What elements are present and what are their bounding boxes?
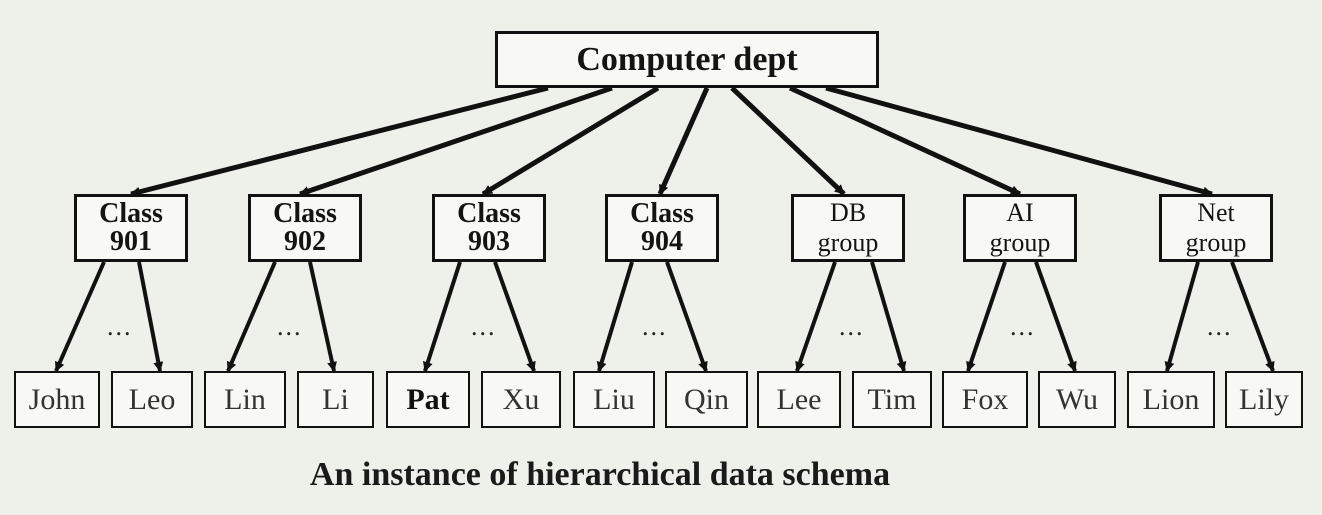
child-arrow: [870, 261, 907, 372]
group-node-7: Net group: [1159, 194, 1273, 262]
leaf-label: John: [28, 382, 86, 416]
group-node-line2: group: [817, 228, 879, 257]
leaf-node-pat: Pat: [386, 371, 470, 428]
leaf-label: Lily: [1239, 382, 1289, 416]
child-arrow: [665, 261, 708, 372]
leaf-node-lee: Lee: [757, 371, 841, 428]
group-node-line2: group: [989, 228, 1051, 257]
child-arrow: [493, 261, 536, 372]
group-node-line1: Class: [273, 198, 337, 229]
group-node-line2: group: [1185, 228, 1247, 257]
leaf-node-lin: Lin: [204, 371, 286, 428]
leaf-node-xu: Xu: [481, 371, 561, 428]
leaf-label: Fox: [961, 382, 1009, 416]
leaf-node-fox: Fox: [942, 371, 1028, 428]
ellipsis-6: ...: [1010, 312, 1036, 341]
leaf-node-lily: Lily: [1225, 371, 1303, 428]
root-arrow: [481, 85, 660, 197]
ellipsis-3: ...: [471, 312, 497, 341]
leaf-node-leo: Leo: [111, 371, 193, 428]
group-node-4: Class 904: [605, 194, 719, 262]
group-node-line1: DB: [829, 198, 867, 227]
child-arrow: [226, 261, 277, 372]
root-arrow: [299, 85, 613, 197]
leaf-node-wu: Wu: [1038, 371, 1116, 428]
leaf-node-li: Li: [297, 371, 374, 428]
root-arrow: [730, 86, 846, 196]
group-node-line2: 902: [284, 226, 326, 257]
root-node: Computer dept: [495, 31, 879, 88]
ellipsis-1: ...: [107, 312, 133, 341]
leaf-node-liu: Liu: [573, 371, 655, 428]
group-node-5: DB group: [791, 194, 905, 262]
leaf-label: Lin: [224, 382, 266, 416]
leaf-label: Liu: [593, 382, 635, 416]
child-arrow: [795, 261, 837, 372]
ellipsis-5: ...: [839, 312, 865, 341]
group-node-3: Class 903: [432, 194, 546, 262]
group-node-line1: AI: [1006, 198, 1034, 227]
leaf-node-qin: Qin: [665, 371, 748, 428]
group-node-line2: 901: [110, 226, 152, 257]
leaf-node-lion: Lion: [1127, 371, 1215, 428]
root-arrow: [788, 85, 1022, 197]
group-node-line1: Class: [457, 198, 521, 229]
group-node-line1: Class: [630, 198, 694, 229]
diagram-caption: An instance of hierarchical data schema: [309, 456, 891, 493]
child-arrow: [1034, 261, 1077, 372]
group-node-2: Class 902: [248, 194, 362, 262]
leaf-label: Tim: [867, 382, 917, 416]
child-arrow: [308, 261, 337, 372]
group-node-6: AI group: [963, 194, 1077, 262]
root-label: Computer dept: [576, 40, 798, 78]
leaf-node-tim: Tim: [852, 371, 932, 428]
leaf-label: Pat: [406, 382, 450, 416]
ellipsis-2: ...: [277, 312, 303, 341]
child-arrow: [966, 261, 1007, 372]
leaf-label: Wu: [1055, 382, 1099, 416]
child-arrow: [422, 261, 462, 372]
root-arrow: [825, 85, 1213, 197]
child-arrow: [1230, 261, 1275, 372]
leaf-label: Leo: [128, 382, 176, 416]
leaf-node-john: John: [14, 371, 100, 428]
root-arrow: [657, 86, 710, 196]
leaf-label: Qin: [684, 382, 729, 416]
group-node-line2: 903: [468, 226, 510, 257]
group-node-line1: Class: [99, 198, 163, 229]
leaf-label: Lee: [776, 382, 822, 416]
leaf-label: Xu: [502, 382, 540, 416]
ellipsis-4: ...: [642, 312, 668, 341]
group-node-line2: 904: [641, 226, 683, 257]
root-arrow: [130, 85, 549, 197]
group-node-line1: Net: [1197, 198, 1235, 227]
child-arrow: [596, 261, 634, 372]
ellipsis-7: ...: [1207, 312, 1233, 341]
leaf-label: Li: [322, 382, 349, 416]
child-arrow: [54, 261, 106, 372]
group-node-1: Class 901: [74, 194, 188, 262]
child-arrow: [1164, 261, 1200, 372]
child-arrow: [137, 261, 164, 372]
leaf-label: Lion: [1142, 382, 1200, 416]
